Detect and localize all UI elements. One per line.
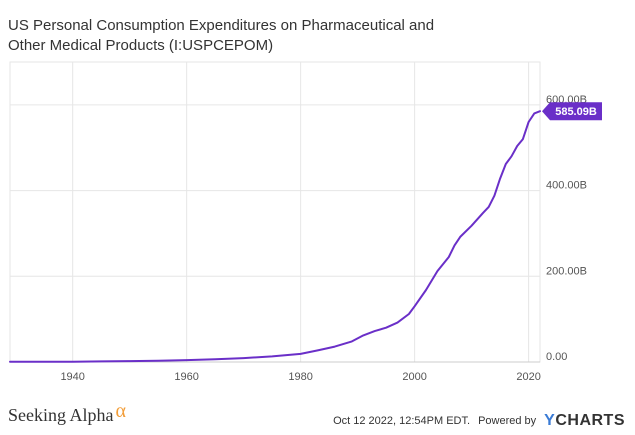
y-tick-label: 400.00B bbox=[546, 180, 587, 192]
chart-title-line-1: US Personal Consumption Expenditures on … bbox=[8, 17, 435, 34]
last-value-label: 585.09B bbox=[555, 106, 597, 118]
last-value-badge bbox=[542, 102, 602, 121]
y-tick-label: 200.00B bbox=[546, 265, 587, 277]
ycharts-logo-text: CHARTS bbox=[555, 412, 625, 429]
footer-attribution: Oct 12 2022, 12:54PM EDT. Powered by YCH… bbox=[333, 412, 625, 430]
alpha-icon: α bbox=[115, 400, 126, 422]
timestamp: Oct 12 2022, 12:54PM EDT. bbox=[333, 415, 471, 427]
x-tick-label: 1980 bbox=[288, 371, 312, 383]
brand-name: Seeking Alpha bbox=[8, 405, 114, 425]
plot-frame bbox=[9, 61, 541, 363]
seeking-alpha-logo: Seeking Alpha α bbox=[8, 400, 126, 426]
series-line bbox=[9, 110, 541, 363]
x-tick-label: 1960 bbox=[174, 371, 198, 383]
powered-by-text: Powered by bbox=[478, 415, 537, 427]
ycharts-logo: YCHARTS bbox=[544, 412, 625, 430]
x-tick-label: 1940 bbox=[60, 371, 84, 383]
chart-title-line-2: Other Medical Products (I:USPCEPOM) bbox=[8, 37, 274, 54]
ycharts-logo-y: Y bbox=[544, 412, 556, 429]
chart-title: US Personal Consumption Expenditures on … bbox=[8, 16, 435, 56]
y-tick-label: 0.00 bbox=[546, 351, 567, 363]
x-tick-label: 2020 bbox=[516, 371, 540, 383]
x-tick-label: 2000 bbox=[402, 371, 426, 383]
